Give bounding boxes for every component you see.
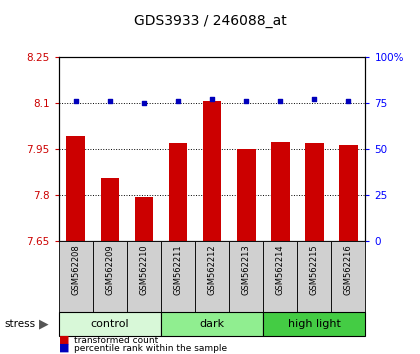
Text: ■: ■ [59,335,69,345]
Text: GSM562215: GSM562215 [310,244,319,295]
Bar [169,143,187,241]
Text: ■: ■ [59,343,69,353]
Point [345,98,352,104]
Bar [339,145,358,241]
Text: GSM562216: GSM562216 [344,244,353,295]
Bar [161,241,195,312]
Text: control: control [91,319,129,329]
Text: ▶: ▶ [39,318,49,330]
Bar [66,136,85,241]
Point [141,100,147,105]
Bar [331,241,365,312]
Text: percentile rank within the sample: percentile rank within the sample [74,344,227,353]
Point [311,96,318,102]
Point [209,96,215,102]
Point [175,98,181,104]
Point [73,98,79,104]
Text: dark: dark [200,319,225,329]
Bar [59,241,93,312]
Text: GSM562212: GSM562212 [207,244,217,295]
Bar [263,312,365,336]
Text: transformed count: transformed count [74,336,158,345]
Bar [305,143,324,241]
Text: GSM562214: GSM562214 [276,244,285,295]
Text: GSM562213: GSM562213 [241,244,251,295]
Point [277,98,284,104]
Bar [161,312,263,336]
Text: GSM562209: GSM562209 [105,244,114,295]
Bar [134,197,153,241]
Text: GSM562210: GSM562210 [139,244,148,295]
Text: high light: high light [288,319,341,329]
Text: GDS3933 / 246088_at: GDS3933 / 246088_at [134,14,286,28]
Bar [237,149,255,241]
Bar [271,142,290,241]
Point [243,98,249,104]
Text: GSM562211: GSM562211 [173,244,183,295]
Bar [127,241,161,312]
Text: stress: stress [4,319,35,329]
Bar [297,241,331,312]
Point [107,98,113,104]
Text: GSM562208: GSM562208 [71,244,80,295]
Bar [263,241,297,312]
Bar [59,312,161,336]
Bar [100,178,119,241]
Bar [93,241,127,312]
Bar [229,241,263,312]
Bar [195,241,229,312]
Bar [203,101,221,241]
